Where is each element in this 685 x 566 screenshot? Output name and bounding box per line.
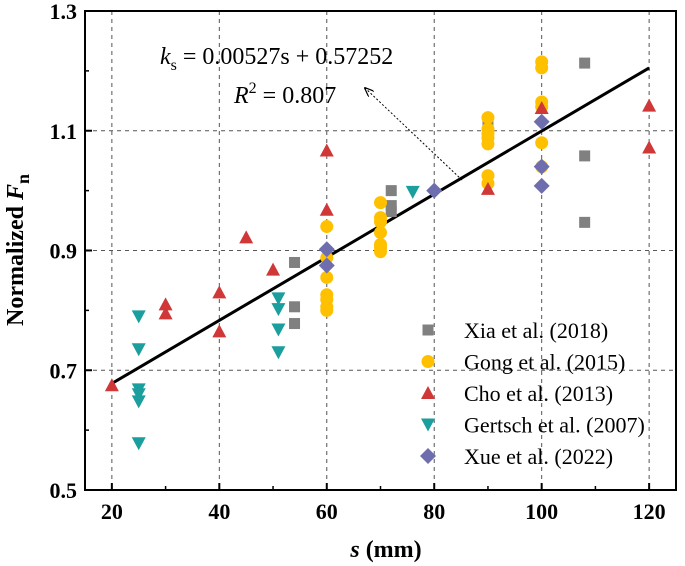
- data-point: [374, 215, 387, 229]
- data-point: [481, 137, 495, 151]
- legend-marker: [421, 355, 435, 368]
- data-point: [533, 158, 550, 175]
- y-tick-labels: 0.5 0.7 0.9 1.1 1.3: [50, 0, 78, 503]
- legend-marker: [421, 418, 435, 432]
- x-tick-label: 20: [101, 499, 123, 524]
- legend-marker: [422, 324, 434, 336]
- data-point: [318, 241, 335, 258]
- data-point: [385, 200, 397, 212]
- equation-pointer-arrow: [365, 88, 463, 181]
- legend-item: Cho et al. (2013): [421, 381, 613, 406]
- data-point: [289, 318, 301, 330]
- data-point: [579, 57, 591, 69]
- data-point: [271, 303, 286, 317]
- data-point: [212, 285, 227, 299]
- data-point: [535, 136, 549, 150]
- data-points: [104, 55, 657, 451]
- data-point: [533, 113, 550, 130]
- data-point: [271, 346, 286, 360]
- axis-ticks: [85, 10, 651, 491]
- legend-item: Xue et al. (2022): [420, 444, 613, 469]
- legend-label: Xue et al. (2022): [464, 444, 613, 469]
- data-point: [131, 310, 146, 324]
- x-tick-labels: 20 40 60 80 100 120: [101, 499, 666, 524]
- data-point: [533, 177, 550, 194]
- data-point: [131, 437, 146, 451]
- x-axis-title: s (mm): [349, 537, 421, 563]
- data-point: [320, 220, 334, 234]
- data-point: [480, 181, 495, 195]
- y-tick-label: 1.1: [50, 119, 78, 144]
- data-point: [534, 100, 549, 114]
- data-point: [318, 257, 335, 274]
- data-point: [319, 143, 334, 157]
- legend-item: Gong et al. (2015): [421, 350, 625, 375]
- r-squared-label: R2 = 0.807: [233, 80, 336, 109]
- x-tick-label: 120: [633, 499, 666, 524]
- data-point: [535, 61, 549, 75]
- y-axis-title: Normalized Fn: [3, 174, 33, 326]
- legend-marker: [420, 448, 436, 464]
- data-point: [385, 206, 397, 218]
- data-point: [271, 292, 286, 306]
- data-point: [289, 301, 301, 313]
- data-point: [642, 140, 657, 154]
- data-point: [579, 150, 591, 162]
- data-point: [579, 216, 591, 228]
- data-point: [131, 388, 146, 402]
- series-diamond: [318, 113, 550, 274]
- data-point: [426, 182, 443, 199]
- data-point: [405, 185, 420, 199]
- data-point: [481, 111, 495, 125]
- data-point: [239, 230, 254, 244]
- legend-item: Gertsch et al. (2007): [421, 413, 645, 438]
- x-tick-label: 40: [208, 499, 230, 524]
- legend: Xia et al. (2018) Gong et al. (2015) Cho e…: [420, 318, 645, 469]
- x-tick-label: 100: [525, 499, 558, 524]
- data-point: [158, 306, 173, 320]
- data-point: [320, 303, 334, 317]
- data-point: [319, 202, 334, 216]
- x-tick-label: 80: [423, 499, 445, 524]
- legend-label: Gong et al. (2015): [464, 350, 625, 375]
- legend-label: Xia et al. (2018): [464, 318, 608, 343]
- y-tick-label: 0.7: [50, 358, 78, 383]
- data-point: [374, 196, 387, 210]
- data-point: [131, 343, 146, 357]
- legend-label: Gertsch et al. (2007): [464, 413, 645, 438]
- data-point: [320, 270, 334, 284]
- data-point: [385, 185, 397, 197]
- fit-equation: ks = 0.00527s + 0.57252: [160, 44, 393, 74]
- legend-label: Cho et al. (2013): [464, 381, 613, 406]
- y-tick-label: 0.9: [50, 239, 78, 264]
- legend-item: Xia et al. (2018): [422, 318, 608, 343]
- data-point: [374, 226, 387, 240]
- data-point: [289, 256, 301, 268]
- series-triangle-down: [131, 185, 420, 451]
- data-point: [212, 324, 227, 338]
- series-triangle-up: [104, 98, 657, 392]
- data-point: [266, 262, 281, 276]
- data-point: [374, 245, 387, 259]
- data-point: [131, 395, 146, 409]
- x-tick-label: 60: [316, 499, 338, 524]
- data-point: [104, 378, 119, 392]
- data-point: [271, 323, 286, 337]
- gridlines: [85, 11, 676, 490]
- y-tick-label: 0.5: [50, 478, 78, 503]
- legend-marker: [421, 386, 435, 399]
- data-point: [642, 98, 657, 112]
- y-tick-label: 1.3: [50, 0, 78, 24]
- data-point: [158, 297, 173, 311]
